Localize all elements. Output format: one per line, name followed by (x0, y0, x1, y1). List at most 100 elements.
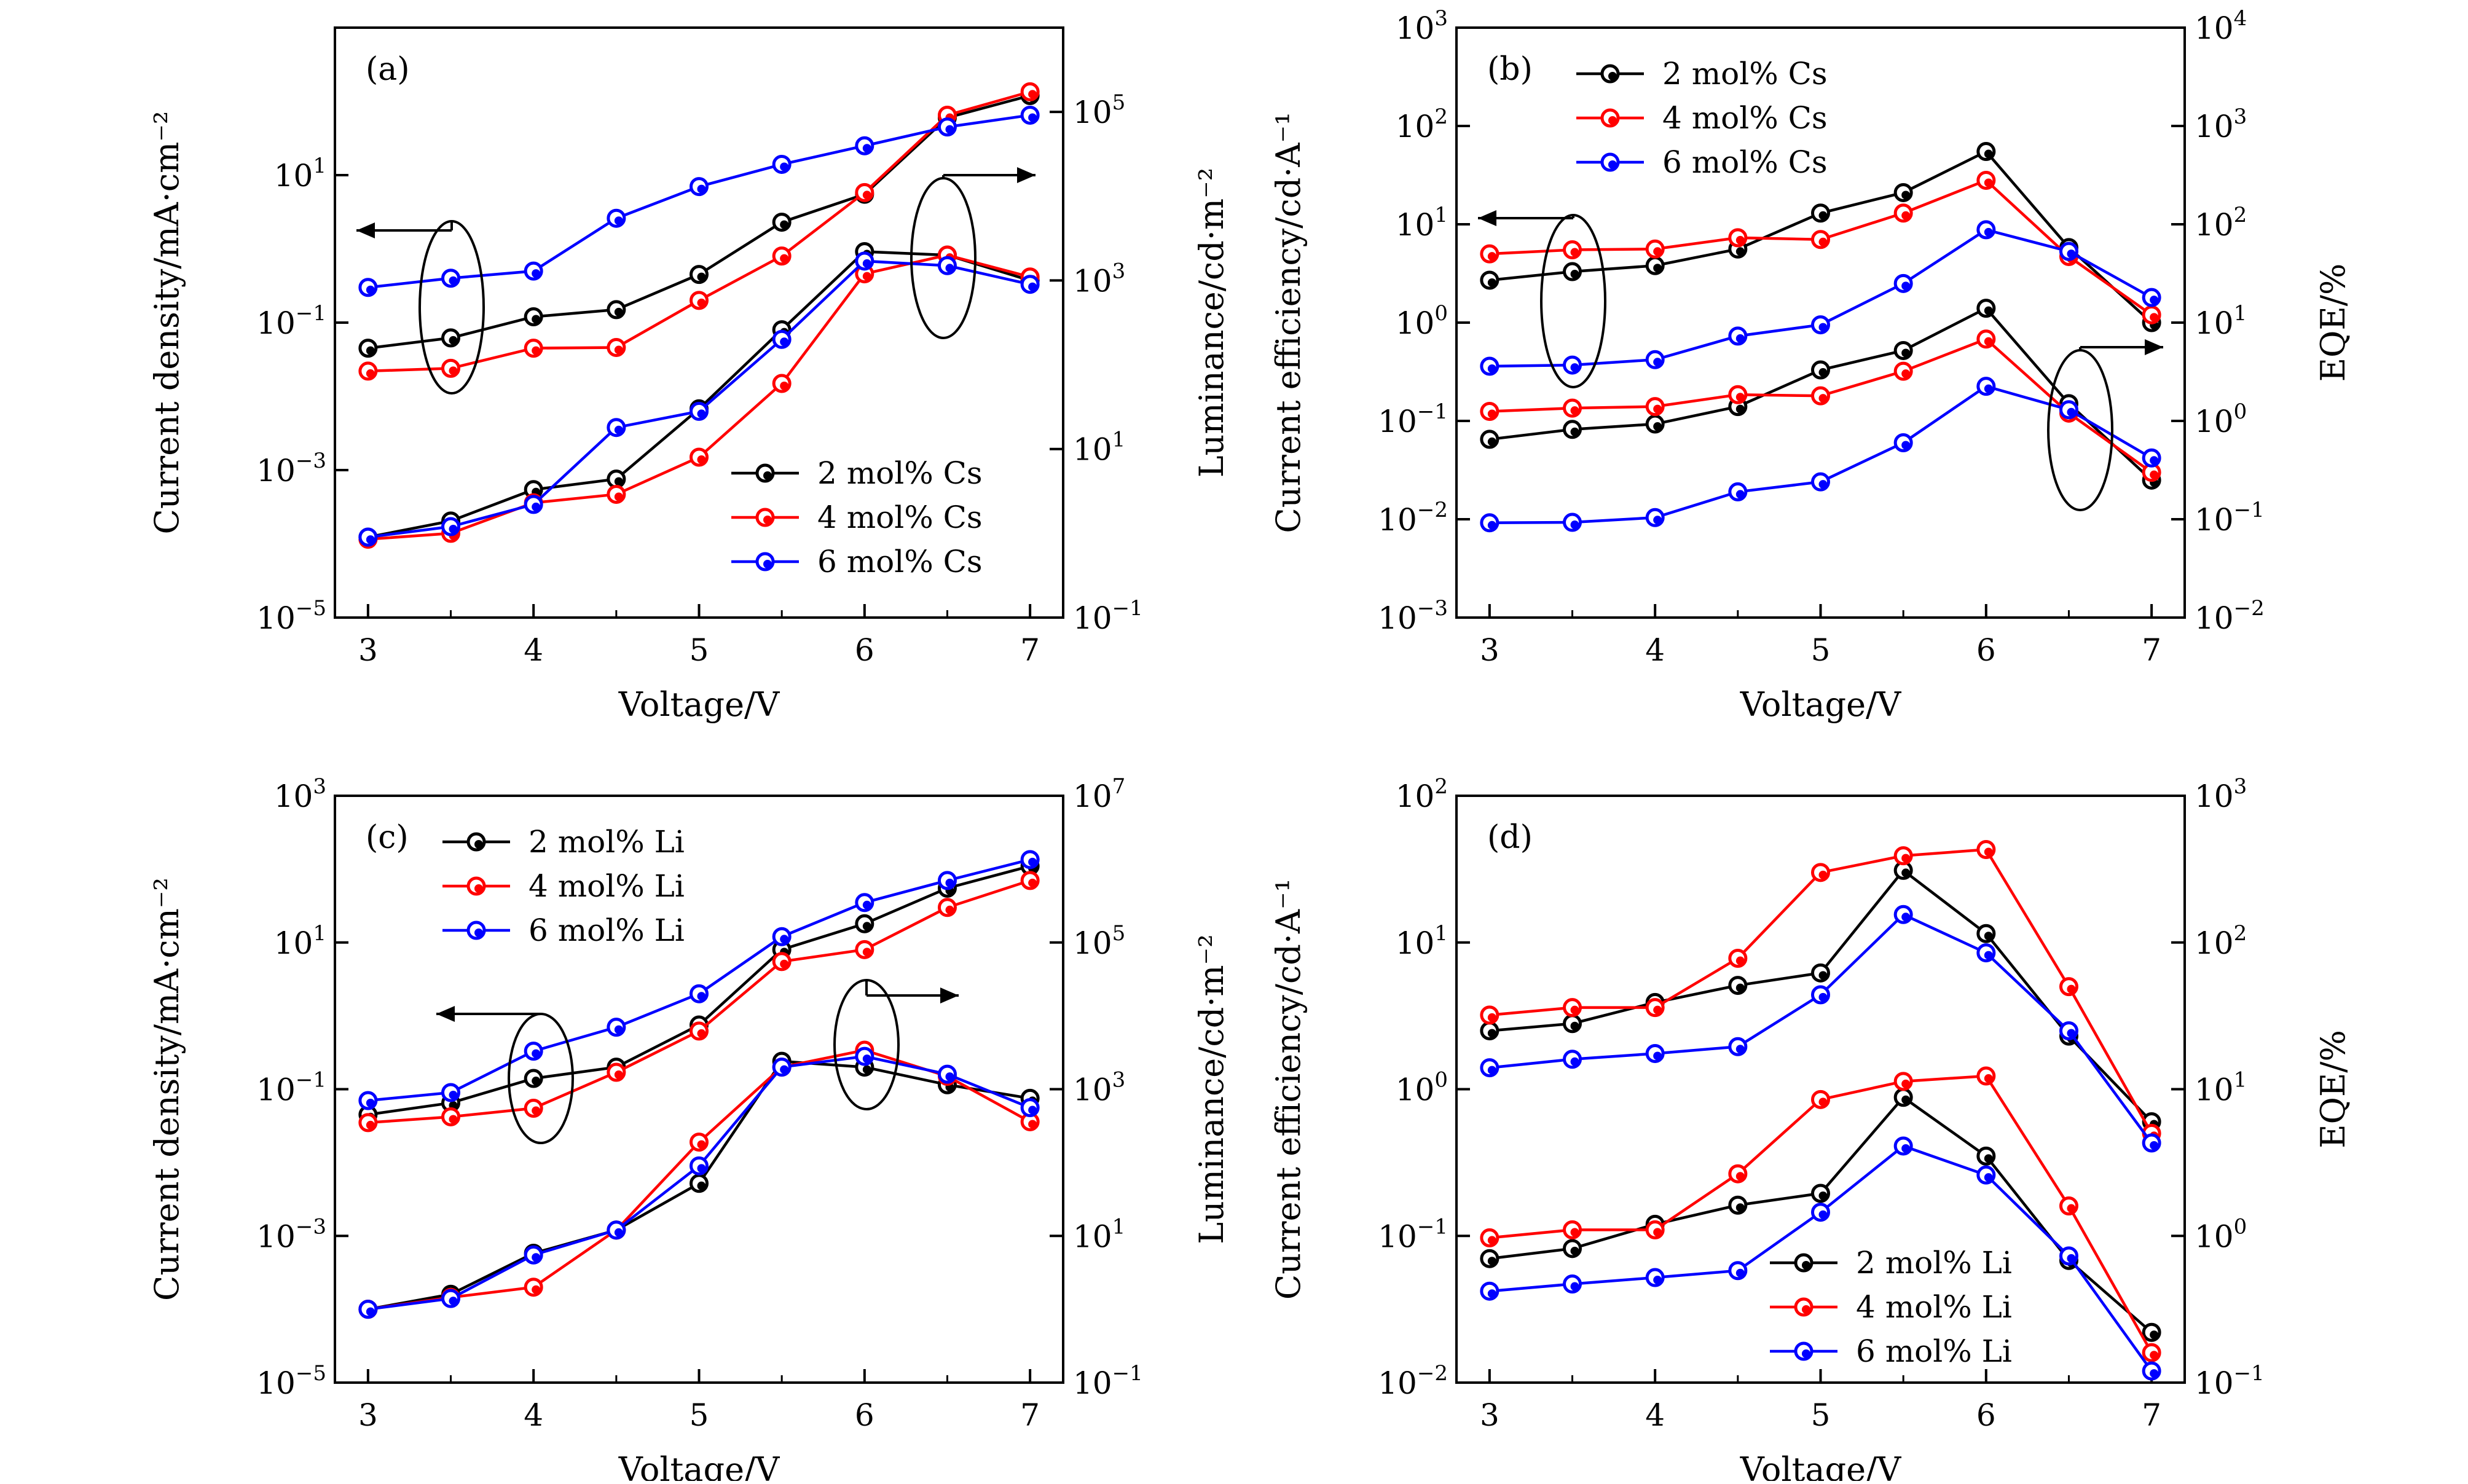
data-point-fill (1984, 1154, 1993, 1163)
y-left-tick-label: 10−1 (256, 1068, 326, 1108)
y-right-axis-label: EQE/% (2314, 264, 2352, 382)
data-point-fill (1735, 235, 1745, 245)
legend-label: 2 mol% Li (1856, 1245, 2012, 1281)
x-tick-label: 5 (690, 632, 709, 668)
y-right-tick-label: 107 (1073, 774, 1125, 814)
data-point-fill (1735, 1203, 1745, 1212)
x-tick-label: 6 (1976, 1397, 1996, 1433)
data-point-fill (1487, 437, 1496, 446)
data-point-fill (1028, 113, 1037, 122)
data-point-fill (1984, 1074, 1993, 1083)
plot-frame (1455, 795, 2186, 1384)
data-point-fill (780, 162, 789, 171)
data-point-fill (1653, 1051, 1662, 1061)
data-point-fill (1984, 384, 1993, 393)
y-right-tick-label: 103 (1073, 1068, 1125, 1108)
x-tick-label: 7 (1020, 1397, 1040, 1433)
y-right-tick-label: 101 (1073, 428, 1125, 468)
x-tick-label: 3 (1480, 632, 1499, 668)
y-right-tick-label: 104 (2195, 6, 2247, 46)
x-tick-label: 7 (2142, 1397, 2161, 1433)
data-point-fill (532, 269, 541, 278)
data-point-fill (449, 524, 458, 533)
legend-marker-fill (474, 884, 483, 893)
data-point-fill (1487, 409, 1496, 418)
y-right-tick-label: 102 (2195, 203, 2247, 243)
data-point-fill (1735, 1172, 1745, 1181)
data-point-fill (614, 1228, 623, 1237)
data-point-fill (697, 298, 706, 307)
y-right-axis-label: EQE/% (2314, 1030, 2352, 1148)
data-point-fill (1984, 337, 1993, 346)
data-point-fill (697, 1164, 706, 1173)
legend-marker-fill (474, 840, 483, 849)
data-point-fill (2067, 1029, 2076, 1038)
data-point-fill (2150, 1330, 2159, 1340)
data-point-fill (1028, 1105, 1037, 1115)
data-point-fill (1653, 404, 1662, 414)
data-point-fill (1570, 270, 1579, 279)
data-point-fill (2067, 407, 2076, 417)
data-point-fill (614, 477, 623, 486)
legend-label: 6 mol% Li (1856, 1333, 2012, 1369)
data-point-fill (1487, 1013, 1496, 1022)
y-right-tick-label: 103 (2195, 104, 2247, 144)
y-right-tick-label: 105 (1073, 921, 1125, 961)
data-point-fill (1570, 1057, 1579, 1066)
y-right-tick-label: 101 (2195, 1068, 2247, 1108)
legend-marker-fill (763, 471, 772, 480)
data-point-fill (1901, 1079, 1911, 1088)
y-right-tick-label: 100 (2195, 399, 2247, 439)
data-point-fill (697, 455, 706, 465)
y-left-tick-label: 10−2 (1378, 498, 1448, 538)
y-left-tick-label: 101 (274, 154, 326, 194)
data-point-fill (1984, 178, 1993, 187)
data-point-fill (1818, 368, 1828, 377)
y-left-tick-label: 103 (274, 774, 326, 814)
data-point-fill (1028, 90, 1037, 99)
legend-label: 6 mol% Li (529, 913, 685, 948)
legend-label: 2 mol% Li (529, 824, 685, 860)
annotation-arrowhead (1017, 167, 1036, 183)
data-point-fill (532, 1253, 541, 1262)
y-left-tick-label: 101 (274, 921, 326, 961)
data-point-fill (1818, 1210, 1828, 1219)
data-point-fill (1487, 1257, 1496, 1266)
data-point-fill (1901, 913, 1911, 922)
panel-a: 3 4 5 6 7 10−5 10−3 10−1 101 10−1 101 103 105 Voltage… (147, 26, 1231, 724)
data-point-fill (1653, 422, 1662, 431)
legend-label: 4 mol% Li (529, 868, 685, 904)
data-point-fill (780, 220, 789, 229)
data-point-fill (1487, 364, 1496, 373)
data-point-fill (614, 492, 623, 501)
data-point-fill (1487, 1236, 1496, 1245)
series-line (367, 114, 1031, 289)
data-point-fill (862, 922, 871, 931)
data-point-fill (945, 264, 954, 273)
data-point-fill (1818, 394, 1828, 403)
data-point-fill (697, 1181, 706, 1190)
data-point-fill (697, 272, 706, 281)
y-right-tick-label: 10−1 (2195, 498, 2265, 538)
annotation-arrowhead (940, 987, 959, 1003)
data-point-fill (945, 1072, 954, 1082)
panel-tag: (d) (1487, 819, 1533, 856)
data-point-fill (1901, 281, 1911, 291)
x-tick-label: 5 (690, 1397, 709, 1433)
data-point-fill (1570, 1228, 1579, 1237)
data-point-fill (1901, 868, 1911, 877)
y-left-tick-label: 101 (1396, 921, 1448, 961)
data-point-fill (945, 125, 954, 134)
data-point-fill (1570, 427, 1579, 436)
data-point-fill (2150, 296, 2159, 305)
data-point-fill (862, 272, 871, 281)
y-right-axis-label: Luminance/cd·m⁻² (1192, 168, 1231, 478)
data-point-fill (366, 285, 375, 294)
data-point-fill (1570, 1005, 1579, 1015)
data-point-fill (1028, 1120, 1037, 1129)
data-point-fill (1735, 956, 1745, 965)
y-left-tick-label: 101 (1396, 203, 1448, 243)
data-point-fill (449, 1115, 458, 1124)
legend-label: 4 mol% Cs (817, 500, 983, 535)
